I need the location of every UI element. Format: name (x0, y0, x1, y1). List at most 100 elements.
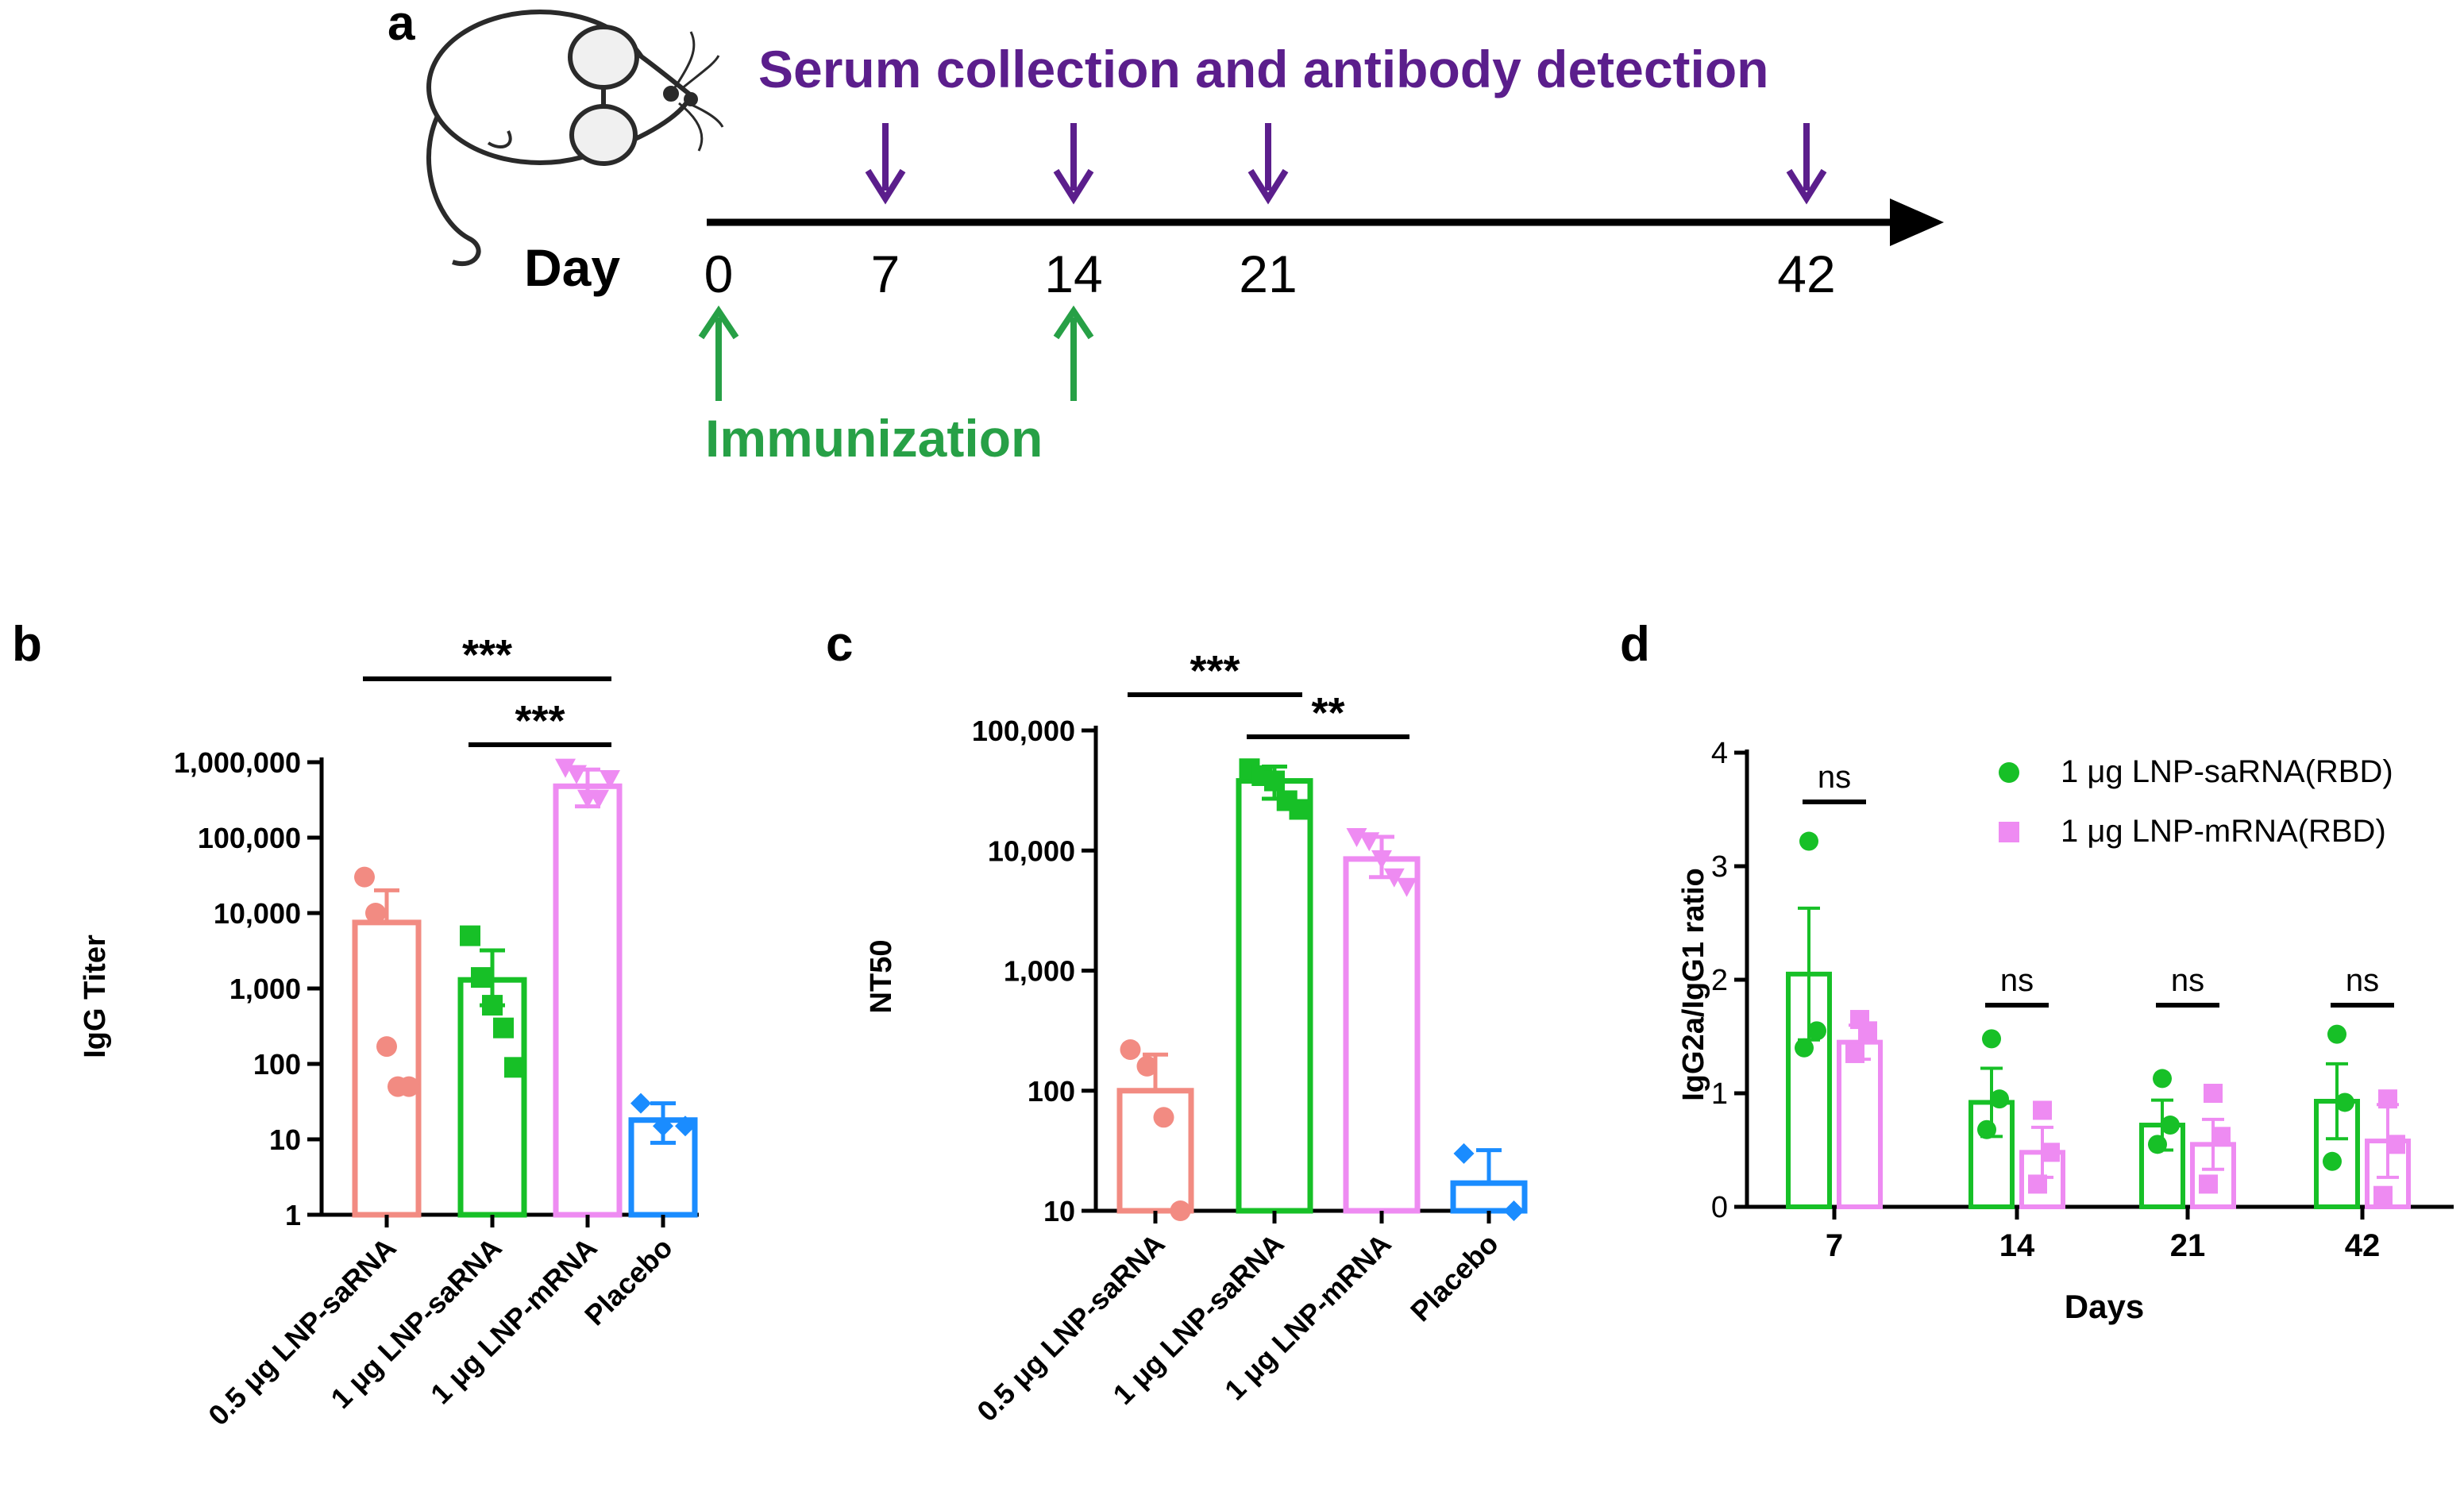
b-point-0-1 (365, 903, 386, 923)
d-y-tick-label-0: 0 (1711, 1191, 1728, 1224)
d-point-1-1-2 (2028, 1174, 2047, 1194)
d-x-tick-label-3: 42 (2345, 1228, 2381, 1263)
d-point-0-2-1 (2161, 1116, 2180, 1135)
c-y-tick-label-0: 10 (1043, 1195, 1075, 1227)
collection-arrow-head-day-14 (1053, 168, 1094, 205)
b-point-1-2 (482, 995, 503, 1016)
b-significance-label-0: *** (462, 631, 512, 679)
c-point-3-1 (1503, 1200, 1525, 1221)
c-point-0-1 (1136, 1055, 1158, 1077)
d-point-1-2-0 (2204, 1084, 2223, 1103)
b-y-tick-label-3: 1,000 (229, 973, 301, 1005)
c-significance-label-0: *** (1190, 647, 1240, 695)
b-y-tick-label-1: 10 (269, 1123, 301, 1156)
immunization-arrow-head-day-14 (1053, 305, 1094, 340)
d-significance-label-1: ns (2000, 963, 2034, 998)
c-y-tick-label-4: 100,000 (972, 715, 1075, 747)
c-point-2-1 (1359, 832, 1380, 852)
d-x-tick-label-2: 21 (2170, 1228, 2206, 1263)
b-category-label-2: 1 μg LNP-mRNA (424, 1231, 603, 1411)
mouse-icon (426, 10, 724, 266)
d-point-0-0-0 (1799, 831, 1818, 851)
d-significance-label-2: ns (2171, 963, 2204, 998)
b-significance-label-1: *** (515, 697, 565, 745)
b-category-label-0: 0.5 μg LNP-saRNA (202, 1231, 403, 1432)
b-point-2-0 (555, 758, 576, 778)
b-y-tick-label-0: 1 (285, 1199, 301, 1231)
d-y-tick-label-3: 3 (1711, 850, 1728, 884)
d-point-0-2-2 (2148, 1135, 2167, 1154)
d-point-0-3-0 (2327, 1024, 2346, 1044)
d-point-1-3-1 (2386, 1135, 2405, 1154)
d-point-0-3-1 (2335, 1092, 2354, 1112)
panel-a: a Serum collection and antibody detectio… (388, 0, 1944, 468)
d-point-1-3-0 (2378, 1089, 2397, 1109)
c-point-1-4 (1289, 799, 1310, 820)
collection-arrow-head-day-21 (1247, 168, 1289, 205)
panel-d-ratio-chart: d IgG2a/IgG1 ratio Days 0 1 2 3 4 7 ns 14 ns 21 ns… (1620, 617, 2454, 1325)
d-legend-label-0: 1 μg LNP-saRNA(RBD) (2061, 754, 2393, 789)
d-x-axis-label: Days (2065, 1288, 2144, 1325)
d-bar-1-0 (1837, 1039, 1883, 1210)
b-point-1-0 (460, 925, 480, 946)
d-significance-label-0: ns (1818, 760, 1851, 795)
c-point-2-2 (1371, 850, 1392, 869)
day-tick-21: 21 (1239, 245, 1297, 303)
c-point-1-2 (1264, 770, 1285, 792)
d-y-axis-label: IgG2a/IgG1 ratio (1677, 868, 1710, 1101)
b-point-3-1 (653, 1116, 673, 1137)
b-y-tick-label-4: 10,000 (214, 897, 301, 930)
d-point-1-0-1 (1858, 1021, 1877, 1041)
c-bar-2 (1343, 856, 1421, 1214)
immunization-label: Immunization (705, 409, 1043, 468)
c-category-label-3: Placebo (1404, 1227, 1505, 1328)
c-significance-label-1: ** (1311, 689, 1344, 737)
b-bar-2 (553, 783, 623, 1218)
collection-arrow-head-day-7 (865, 168, 906, 205)
d-point-1-1-1 (2041, 1143, 2060, 1162)
c-point-0-0 (1120, 1039, 1141, 1060)
b-y-tick-label-2: 100 (253, 1048, 301, 1081)
b-y-tick-label-6: 1,000,000 (174, 746, 301, 779)
b-point-3-0 (630, 1092, 651, 1114)
b-point-1-4 (504, 1057, 525, 1078)
day-tick-7: 7 (871, 245, 900, 303)
panel-a-label: a (388, 0, 415, 51)
b-point-3-2 (675, 1116, 696, 1137)
b-point-2-3 (588, 789, 609, 809)
d-point-1-3-2 (2373, 1185, 2393, 1205)
b-point-0-2 (376, 1036, 397, 1058)
d-point-0-0-1 (1807, 1021, 1826, 1041)
d-y-tick-label-4: 4 (1711, 737, 1728, 770)
b-point-2-4 (600, 770, 620, 790)
b-bar-0 (352, 919, 422, 1218)
c-bar-0 (1116, 1088, 1194, 1214)
day-tick-42: 42 (1777, 245, 1835, 303)
d-legend-marker-1 (1999, 822, 2019, 842)
d-point-1-1-0 (2033, 1100, 2052, 1120)
b-point-0-0 (354, 866, 375, 888)
b-point-0-4 (399, 1076, 419, 1097)
d-y-tick-label-1: 1 (1711, 1077, 1728, 1111)
d-point-0-0-2 (1795, 1038, 1814, 1058)
b-y-tick-label-5: 100,000 (198, 822, 301, 854)
d-point-0-2-0 (2153, 1069, 2172, 1089)
d-point-0-1-2 (1977, 1119, 1996, 1139)
day-label: Day (524, 238, 620, 297)
d-point-0-3-2 (2323, 1151, 2342, 1171)
immunization-arrow-head-day-0 (698, 305, 739, 340)
c-y-tick-label-2: 1,000 (1004, 955, 1075, 988)
d-y-tick-label-2: 2 (1711, 964, 1728, 997)
c-point-3-0 (1453, 1143, 1475, 1164)
timeline-arrows (698, 123, 1827, 401)
c-y-tick-label-1: 100 (1028, 1075, 1075, 1108)
timeline-arrowhead (1890, 198, 1944, 246)
b-point-1-1 (471, 967, 492, 988)
panel-c-label: c (826, 617, 853, 672)
c-y-tick-label-3: 10,000 (988, 834, 1075, 867)
d-legend-marker-0 (1999, 762, 2019, 783)
day-tick-0: 0 (704, 245, 734, 303)
d-point-0-1-0 (1982, 1029, 2001, 1049)
